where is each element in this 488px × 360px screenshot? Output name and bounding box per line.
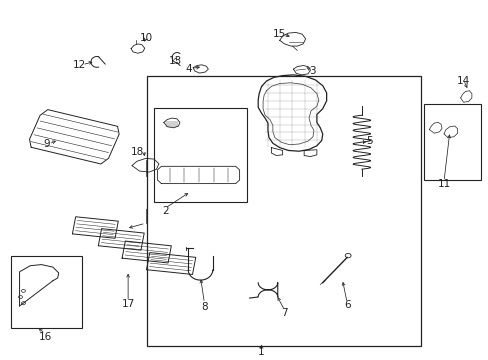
Text: 5: 5: [365, 136, 372, 146]
Text: 8: 8: [201, 302, 207, 312]
Text: 18: 18: [131, 147, 144, 157]
Text: 3: 3: [309, 66, 316, 76]
Text: 16: 16: [38, 332, 52, 342]
Bar: [11, 256, 81, 328]
Bar: [146, 76, 420, 346]
Text: 11: 11: [436, 179, 450, 189]
Text: 10: 10: [140, 33, 153, 43]
Bar: [424, 104, 480, 180]
Bar: [154, 108, 246, 202]
Text: 7: 7: [281, 308, 287, 318]
Text: 6: 6: [343, 300, 350, 310]
Text: 9: 9: [43, 139, 50, 149]
Text: 2: 2: [162, 206, 168, 216]
Text: 4: 4: [185, 64, 192, 74]
Text: 17: 17: [121, 299, 135, 309]
Text: 15: 15: [272, 29, 285, 39]
Text: 13: 13: [168, 56, 182, 66]
Text: 14: 14: [456, 76, 469, 86]
Text: 1: 1: [258, 347, 264, 357]
Text: 12: 12: [72, 60, 85, 70]
